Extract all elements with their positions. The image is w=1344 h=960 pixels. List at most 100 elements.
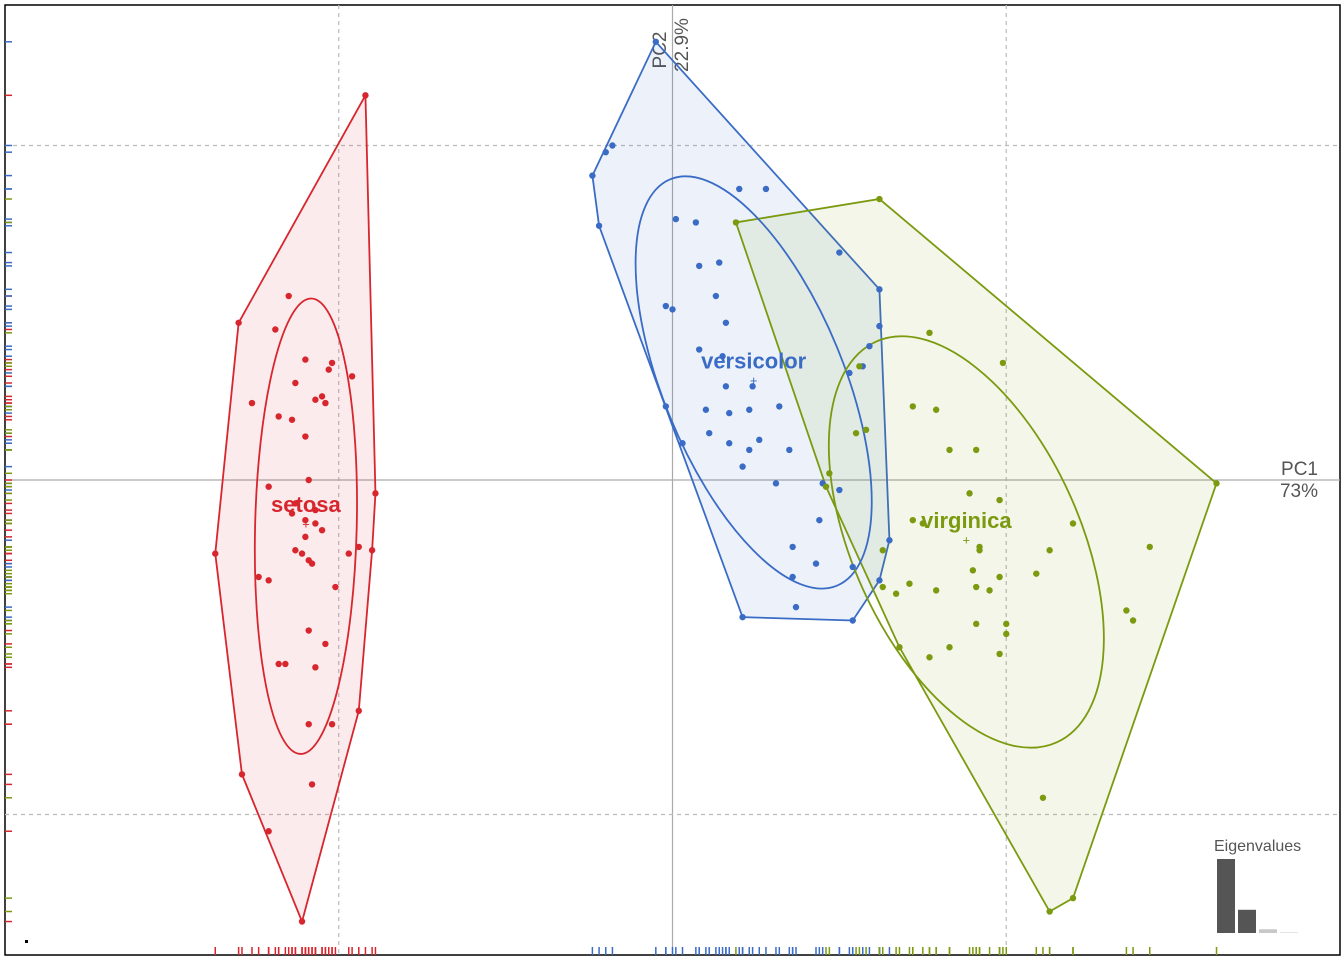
point <box>946 644 953 651</box>
point <box>722 383 730 390</box>
point <box>999 359 1007 367</box>
point <box>595 222 603 229</box>
point <box>722 319 730 326</box>
point <box>322 640 329 648</box>
point <box>706 429 713 437</box>
point <box>789 573 796 581</box>
class-ellipse <box>253 297 358 755</box>
point <box>973 583 980 591</box>
point <box>792 603 800 611</box>
ellipses: + + + <box>253 175 1105 755</box>
point <box>355 543 362 551</box>
point <box>312 506 319 514</box>
point <box>849 617 856 624</box>
point <box>368 547 376 554</box>
point <box>739 613 746 621</box>
point <box>1146 543 1153 551</box>
point <box>652 38 660 45</box>
point <box>308 560 316 567</box>
point <box>726 440 733 447</box>
point <box>662 403 670 410</box>
class-label: virginica <box>921 508 1012 533</box>
point <box>776 403 783 410</box>
point <box>736 185 743 193</box>
point <box>288 510 296 517</box>
points <box>212 38 1220 925</box>
point <box>996 650 1003 658</box>
point <box>235 319 242 326</box>
point <box>292 547 299 554</box>
point <box>876 577 883 584</box>
point <box>909 516 916 524</box>
eigen-bar <box>1217 859 1235 933</box>
corner-dot <box>25 940 28 943</box>
eigen-title: Eigenvalues <box>1214 838 1301 855</box>
point <box>966 490 973 497</box>
point <box>996 496 1003 504</box>
point <box>669 306 676 313</box>
point <box>609 142 616 149</box>
point <box>696 346 703 353</box>
point <box>856 363 863 370</box>
point <box>762 185 770 193</box>
point <box>702 406 710 413</box>
point <box>679 440 686 447</box>
point <box>812 560 820 567</box>
point <box>302 356 309 363</box>
point <box>849 563 856 571</box>
point <box>1069 520 1077 527</box>
point <box>906 580 913 587</box>
class-ellipse <box>634 175 873 590</box>
point <box>756 436 763 444</box>
class-center: + <box>302 517 310 532</box>
point <box>789 543 796 551</box>
point <box>786 446 793 454</box>
point <box>318 526 326 534</box>
point <box>265 483 272 490</box>
point <box>739 463 746 470</box>
point <box>248 399 256 407</box>
point <box>325 366 332 373</box>
class-ellipse <box>827 335 1105 749</box>
point <box>749 383 756 390</box>
point <box>332 583 339 591</box>
point <box>946 446 953 454</box>
point <box>816 516 823 524</box>
point <box>876 195 883 203</box>
point <box>879 547 886 554</box>
point <box>589 172 596 179</box>
point <box>265 577 272 584</box>
x-axis-label: PC1 <box>1281 459 1318 480</box>
point <box>1046 547 1053 554</box>
hulls <box>214 40 1218 925</box>
point <box>746 446 753 454</box>
point <box>976 547 983 554</box>
point <box>932 587 940 594</box>
point <box>212 550 219 557</box>
point <box>716 259 723 266</box>
point <box>909 403 916 410</box>
point <box>1033 570 1040 577</box>
point <box>312 664 319 671</box>
eigen-bar <box>1238 909 1256 933</box>
point <box>886 537 893 544</box>
point <box>312 396 319 403</box>
point <box>275 413 282 420</box>
point <box>298 550 306 557</box>
point <box>372 490 379 497</box>
point <box>265 828 272 835</box>
point <box>696 262 703 270</box>
point <box>726 409 733 417</box>
point <box>348 373 356 380</box>
point <box>879 583 886 591</box>
point <box>305 476 312 484</box>
point <box>322 399 329 407</box>
point <box>672 215 680 223</box>
point <box>712 292 720 300</box>
y-axis-label: 22.9% <box>672 18 693 72</box>
point <box>328 359 336 367</box>
point <box>282 660 289 668</box>
point <box>846 369 853 377</box>
point <box>932 406 940 413</box>
